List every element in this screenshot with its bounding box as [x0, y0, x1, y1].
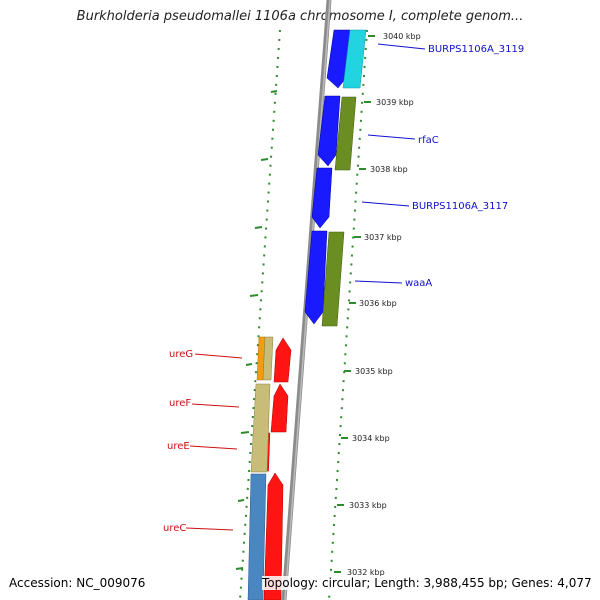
gene-block-cyan — [342, 29, 367, 89]
gene-labels-forward[interactable]: BURPS1106A_3119 rfaC BURPS1106A_3117 waa… — [354, 43, 524, 289]
gene-block-olive-1 — [334, 96, 357, 171]
map-title: Burkholderia pseudomallei 1106a chromoso… — [76, 9, 524, 24]
gene-block-blue-2 — [317, 95, 341, 167]
gene-block-blue-4 — [304, 230, 328, 325]
gene-block-blue-3 — [311, 167, 333, 229]
ruler-label: 3036 kbp — [359, 299, 397, 308]
gene-label-BURPS1106A_3117: BURPS1106A_3117 — [412, 201, 508, 212]
ruler-label: 3033 kbp — [349, 501, 387, 510]
secondary-forward-genes[interactable] — [321, 29, 367, 327]
gene-block-olive-2 — [321, 231, 345, 327]
topology-label: Topology: circular; Length: 3,988,455 bp… — [262, 576, 592, 590]
gene-block-khaki-1 — [262, 336, 274, 381]
gene-label-ureF: ureF — [169, 398, 191, 409]
gene-label-waaA: waaA — [405, 278, 432, 289]
gene-label-BURPS1106A_3119: BURPS1106A_3119 — [428, 44, 524, 55]
ruler-label: 3034 kbp — [352, 434, 390, 443]
forward-strand-track[interactable] — [304, 29, 351, 325]
ruler-label: 3039 kbp — [376, 98, 414, 107]
gene-label-ureC: ureC — [163, 523, 186, 534]
gene-block-blue-1 — [326, 29, 351, 89]
gc-skew-track-left — [235, 29, 281, 600]
ruler-label: 3038 kbp — [370, 165, 408, 174]
gene-block-ureG-upper — [273, 337, 292, 383]
gene-labels-reverse[interactable]: ureG ureF ureE ureC — [163, 349, 243, 534]
gene-block-steelblue — [247, 473, 267, 600]
accession-label: Accession: NC_009076 — [9, 576, 146, 590]
gene-label-ureG: ureG — [169, 349, 193, 360]
ruler-label: 3037 kbp — [364, 233, 402, 242]
gene-label-rfaC: rfaC — [418, 135, 439, 146]
ruler-label: 3035 kbp — [355, 367, 393, 376]
ruler-label: 3040 kbp — [383, 32, 421, 41]
gene-block-khaki-2 — [250, 383, 271, 473]
gene-block-ureF — [270, 383, 289, 433]
ruler-label: 3032 kbp — [347, 568, 385, 577]
minor-strand-genes[interactable] — [247, 336, 274, 600]
ruler-labels: 3040 kbp 3039 kbp 3038 kbp 3037 kbp 3036… — [347, 32, 421, 577]
ruler-ticks — [334, 35, 375, 573]
gene-label-ureE: ureE — [167, 441, 190, 452]
